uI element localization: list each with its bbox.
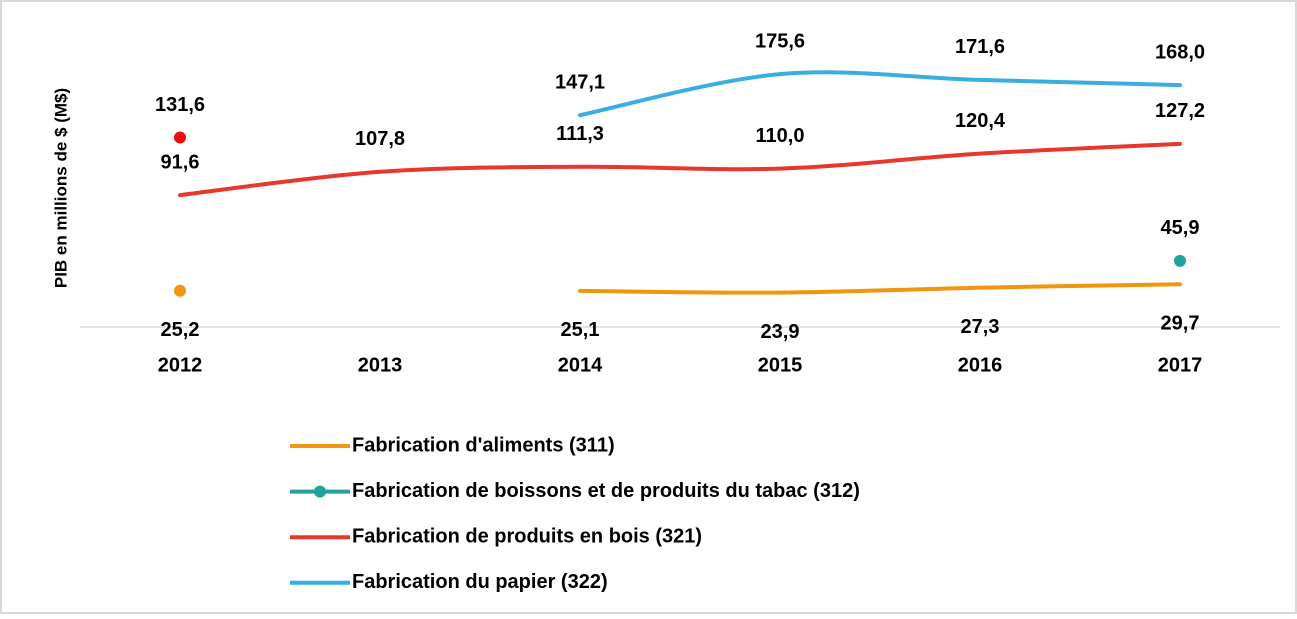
- x-tick-label: 2015: [758, 354, 803, 376]
- data-label: 120,4: [955, 110, 1006, 132]
- point-marker: [1174, 254, 1186, 267]
- x-tick-label: 2013: [358, 354, 403, 376]
- data-label: 111,3: [556, 123, 604, 145]
- data-label: 147,1: [555, 71, 605, 93]
- data-label: 25,1: [561, 319, 600, 341]
- x-tick-label: 2016: [958, 354, 1003, 376]
- legend-marker: [314, 485, 326, 498]
- data-label: 45,9: [1161, 217, 1200, 239]
- data-label: 27,3: [961, 316, 1000, 338]
- data-label: 29,7: [1161, 313, 1200, 335]
- point-marker: [174, 131, 186, 144]
- data-label: 23,9: [761, 321, 800, 343]
- legend-label: Fabrication d'aliments (311): [352, 434, 615, 456]
- data-label: 107,8: [355, 128, 405, 150]
- line-series: [178, 141, 1182, 198]
- legend-label: Fabrication du papier (322): [352, 571, 608, 593]
- line-series: [578, 70, 1182, 118]
- data-label: 91,6: [161, 151, 200, 173]
- data-label: 25,2: [161, 319, 200, 341]
- legend-label: Fabrication de boissons et de produits d…: [352, 480, 860, 502]
- data-label: 131,6: [155, 94, 205, 116]
- legend-label: Fabrication de produits en bois (321): [352, 525, 702, 547]
- y-axis-label: PIB en millions de $ (M$): [51, 88, 70, 288]
- data-label: 127,2: [1155, 100, 1205, 122]
- x-tick-label: 2017: [1158, 354, 1203, 376]
- point-marker: [174, 284, 186, 297]
- data-label: 171,6: [955, 36, 1005, 58]
- data-label: 110,0: [756, 125, 805, 147]
- data-label: 175,6: [755, 30, 805, 52]
- line-series: [578, 282, 1182, 295]
- x-tick-label: 2014: [558, 354, 603, 376]
- data-label: 168,0: [1155, 41, 1205, 63]
- x-tick-label: 2012: [158, 354, 203, 376]
